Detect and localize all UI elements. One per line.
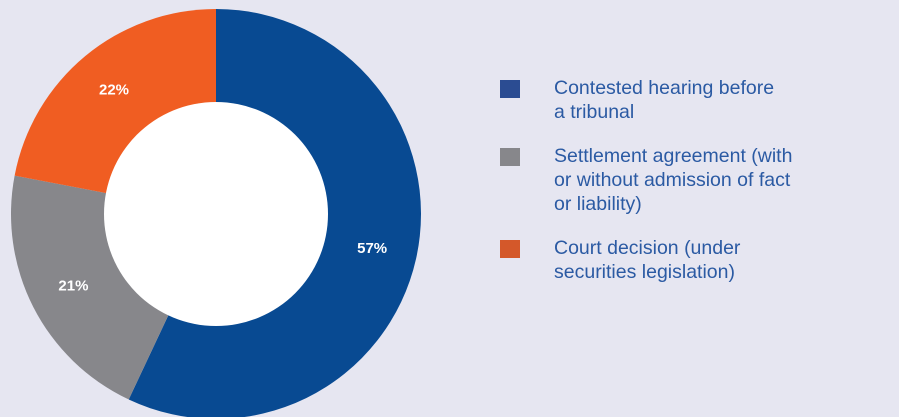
- donut-hole: [104, 102, 328, 326]
- slice-label-settlement-agreement: 21%: [58, 278, 88, 295]
- slice-label-court-decision: 22%: [99, 82, 129, 99]
- legend-swatch-court-decision: [500, 240, 520, 258]
- donut-chart: 57% 21% 22%: [10, 9, 421, 417]
- slice-labels: 57% 21% 22%: [58, 82, 387, 295]
- legend-item-contested-hearing: Contested hearing before a tribunal: [500, 76, 895, 124]
- legend-item-court-decision: Court decision (under securities legisla…: [500, 236, 895, 284]
- chart-legend: Contested hearing before a tribunal Sett…: [500, 76, 895, 304]
- legend-item-settlement-agreement: Settlement agreement (with or without ad…: [500, 144, 895, 216]
- legend-swatch-settlement-agreement: [500, 148, 520, 166]
- legend-label-settlement-agreement: Settlement agreement (with or without ad…: [554, 145, 793, 215]
- legend-label-court-decision: Court decision (under securities legisla…: [554, 237, 741, 283]
- slice-label-contested-hearing: 57%: [357, 240, 387, 257]
- legend-label-contested-hearing: Contested hearing before a tribunal: [554, 77, 775, 123]
- legend-swatch-contested-hearing: [500, 80, 520, 98]
